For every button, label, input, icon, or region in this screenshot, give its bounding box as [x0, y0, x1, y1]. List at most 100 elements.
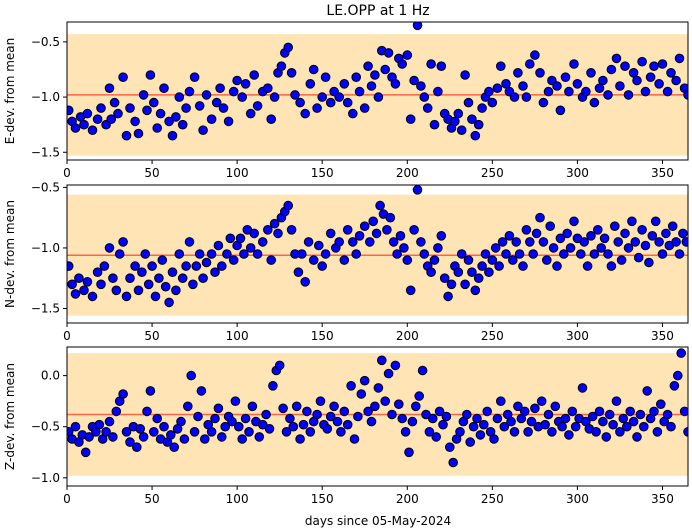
- data-point: [416, 81, 426, 91]
- data-point: [113, 108, 123, 119]
- data-point: [142, 105, 152, 116]
- data-point: [387, 409, 397, 420]
- data-point: [373, 92, 384, 102]
- data-point: [647, 231, 658, 241]
- data-point: [152, 413, 162, 424]
- x-tick-label: 0: [63, 166, 71, 180]
- data-point: [569, 59, 579, 69]
- data-point: [211, 97, 222, 108]
- data-point: [213, 240, 224, 251]
- data-point: [632, 75, 642, 86]
- data-point: [181, 103, 191, 113]
- data-point: [582, 261, 593, 271]
- data-point: [354, 231, 365, 241]
- x-tick-label: 200: [396, 492, 419, 506]
- x-tick-label: 100: [226, 329, 249, 343]
- data-point: [383, 368, 394, 379]
- x-tick-label: 300: [566, 166, 589, 180]
- data-point: [325, 411, 336, 422]
- data-point: [252, 101, 263, 111]
- data-point: [674, 53, 685, 64]
- data-point: [237, 92, 247, 102]
- data-point: [171, 112, 181, 122]
- data-point: [92, 267, 103, 278]
- data-point: [348, 237, 358, 247]
- data-point: [201, 257, 212, 268]
- data-point: [598, 75, 608, 86]
- data-point: [487, 255, 498, 265]
- data-point: [184, 86, 195, 97]
- data-point: [130, 261, 140, 271]
- data-point: [388, 237, 399, 247]
- data-point: [382, 225, 392, 235]
- data-point: [635, 409, 646, 420]
- data-point: [514, 249, 525, 259]
- data-point: [276, 61, 287, 71]
- data-point: [611, 396, 622, 407]
- data-point: [496, 61, 506, 71]
- data-point: [467, 267, 477, 278]
- data-point: [166, 430, 176, 440]
- data-point: [154, 273, 164, 284]
- data-point: [138, 432, 149, 442]
- data-point: [613, 237, 624, 247]
- data-point: [473, 273, 484, 284]
- data-point: [269, 218, 280, 229]
- y-tick-label: −1.5: [31, 301, 60, 315]
- data-point: [572, 79, 583, 89]
- x-tick-label: 50: [144, 329, 159, 343]
- data-point: [678, 228, 688, 239]
- data-point: [465, 437, 476, 447]
- data-point: [193, 411, 203, 422]
- data-point: [130, 116, 140, 127]
- data-point: [368, 216, 379, 227]
- data-point: [240, 413, 251, 424]
- y-axis-label: N-dev. from mean: [3, 200, 17, 308]
- data-point: [473, 119, 484, 130]
- data-point: [266, 255, 277, 265]
- data-point: [200, 434, 210, 444]
- x-tick-label: 250: [481, 166, 504, 180]
- data-point: [628, 68, 639, 78]
- data-point: [82, 108, 93, 119]
- data-point: [315, 396, 326, 407]
- data-point: [608, 419, 618, 430]
- data-point: [513, 401, 523, 412]
- data-point: [513, 68, 523, 78]
- data-point: [228, 86, 239, 97]
- data-point: [431, 432, 442, 442]
- data-point: [370, 401, 380, 412]
- data-point: [176, 416, 186, 427]
- data-point: [640, 86, 651, 97]
- data-point: [87, 291, 98, 302]
- subplot-1: 0 50 100 150 200 250 300 350 −1.5 −1.0 −0.5 E-dev. …: [3, 21, 689, 180]
- data-point: [322, 424, 333, 434]
- data-point: [429, 119, 440, 130]
- data-point: [188, 279, 198, 290]
- data-point: [70, 289, 81, 299]
- data-point: [191, 261, 202, 271]
- data-point: [433, 86, 443, 97]
- data-point: [649, 61, 659, 71]
- data-point: [616, 255, 627, 265]
- data-point: [683, 90, 688, 100]
- data-point: [593, 225, 603, 235]
- data-point: [249, 70, 259, 80]
- data-point: [630, 237, 641, 247]
- data-point: [419, 92, 430, 102]
- data-point: [525, 59, 535, 69]
- data-point: [82, 277, 93, 287]
- data-point: [628, 416, 639, 427]
- data-point: [308, 64, 319, 75]
- data-point: [508, 255, 518, 265]
- data-point: [530, 50, 540, 60]
- data-point: [627, 216, 637, 227]
- data-point: [79, 119, 89, 130]
- data-point: [283, 200, 294, 211]
- data-point: [620, 61, 630, 71]
- data-point: [96, 279, 106, 290]
- data-point: [405, 285, 416, 296]
- data-point: [657, 59, 668, 69]
- data-point: [257, 419, 268, 430]
